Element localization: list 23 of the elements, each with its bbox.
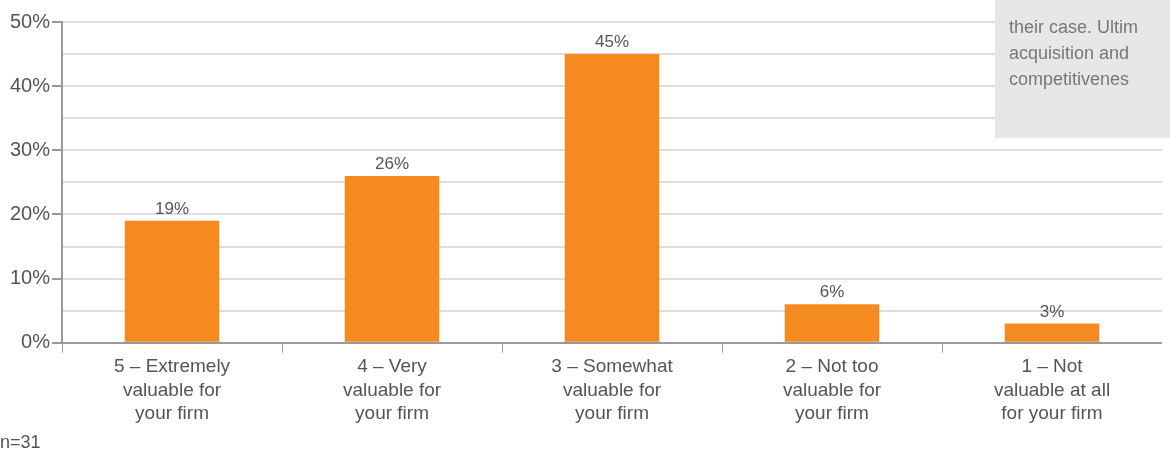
data-label: 26% <box>375 154 410 174</box>
bar <box>344 175 440 342</box>
y-tick-label: 10% <box>10 266 51 289</box>
data-label: 6% <box>819 282 845 302</box>
bar <box>1004 323 1100 342</box>
y-tick-label: 50% <box>10 9 51 32</box>
y-tick-label: 30% <box>10 137 51 160</box>
text: n=31 <box>0 432 41 453</box>
y-tick-label: 20% <box>10 201 51 224</box>
y-tick-label: 0% <box>21 330 51 353</box>
note-box: their case. Ultim acquisition and competitivenes <box>995 0 1170 138</box>
bar <box>124 220 220 342</box>
x-tick-label: 4 – Very valuable for your firm <box>342 354 442 424</box>
data-label: 45% <box>595 32 630 52</box>
x-tick-label: 2 – Not too valuable for your firm <box>782 354 882 424</box>
bar <box>784 304 880 342</box>
data-label: 19% <box>155 199 190 219</box>
x-tick-label: 1 – Not valuable at all for your firm <box>993 354 1111 424</box>
y-tick-label: 40% <box>10 73 51 96</box>
data-label: 3% <box>1039 301 1065 321</box>
x-tick-label: 5 – Extremely valuable for your firm <box>113 354 231 424</box>
bar <box>564 54 660 342</box>
x-tick-label: 3 – Somewhat valuable for your firm <box>551 354 674 424</box>
